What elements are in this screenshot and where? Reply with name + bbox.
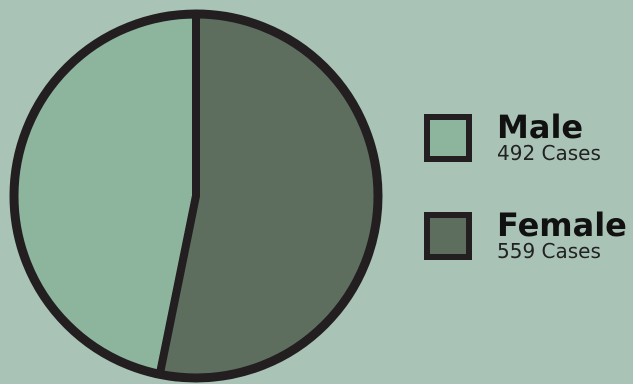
- legend-count-female: 559 Cases: [497, 239, 601, 263]
- legend-count-male: 492 Cases: [497, 141, 601, 165]
- pie-outline: [9, 9, 383, 383]
- legend-label-female: Female: [497, 206, 627, 244]
- legend-label-male: Male: [497, 108, 584, 146]
- legend-item-female: Female 559 Cases: [424, 207, 633, 276]
- pie-slice-female: [155, 10, 382, 382]
- legend-swatch-male: [424, 114, 472, 162]
- legend-swatch-female: [424, 212, 472, 260]
- legend-item-male: Male 492 Cases: [424, 109, 633, 178]
